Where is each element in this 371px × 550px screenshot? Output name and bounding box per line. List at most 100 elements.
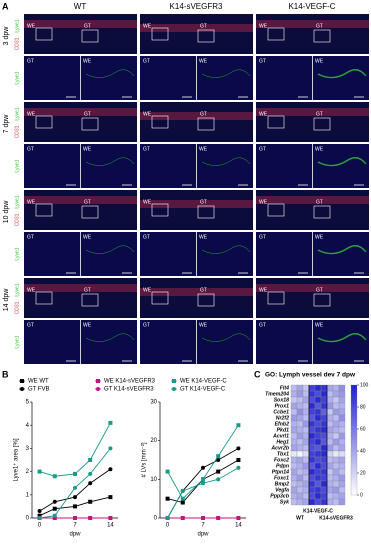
heatmap-cell [302,426,310,434]
region-box [151,115,169,129]
data-point [216,516,221,520]
data-point [216,469,221,474]
region-box [151,203,169,217]
colorbar-tick-label: 100 [360,382,369,388]
region-label: WE [259,111,268,117]
heatmap-cell [302,456,310,464]
x-tick-label: 14 [235,523,242,529]
heatmap-cell [332,390,340,398]
panel-label: B [2,369,9,379]
data-point [88,471,93,476]
heatmap-cell [308,408,316,416]
micrograph [256,14,369,54]
heatmap-cell [308,462,316,470]
region-box [313,293,331,307]
data-point [52,506,57,511]
heatmap-cell [308,390,316,398]
heatmap-cell [302,390,310,398]
heatmap-cell [320,396,328,404]
colorbar-tick-label: 60 [360,426,366,432]
data-point [236,458,241,462]
channel-label: Lyve1 [14,247,20,260]
heatmap-cell [296,450,304,458]
y-tick-label: 1 [26,492,30,498]
data-point [236,423,241,428]
data-point [180,496,185,501]
region-label: WE [27,23,36,29]
heatmap-cell [326,474,334,482]
heatmap-cell [326,402,334,410]
x-tick-label: 0 [38,523,42,529]
micrograph [140,14,253,54]
heatmap-cell [290,438,298,446]
colorbar-tick-label: 0 [360,492,363,498]
heatmap-cell [326,396,334,404]
heatmap-cell [332,408,340,416]
y-tick-label: 5 [26,400,30,406]
heatmap-cell [308,432,316,440]
heatmap-cell [314,492,322,500]
data-point [73,495,77,500]
row-label: Pdpn [276,463,289,469]
heatmap-cell [338,402,346,410]
region-label: WE [315,58,324,64]
y-tick-label: 20 [150,438,157,444]
heatmap-cell [326,498,334,506]
series-line [39,422,111,477]
group-label: K14-VEGF-C [303,508,333,514]
heatmap-cell [338,414,346,422]
heatmap-cell [326,426,334,434]
heatmap-cell [296,438,304,446]
heatmap-cell [314,438,322,446]
row-label: Efnb2 [275,421,290,427]
heatmap-cell [326,450,334,458]
heatmap-cell [332,468,340,476]
region-box [151,27,169,41]
region-box [197,117,215,131]
channel-label: Lyve1 [14,71,20,84]
region-label: WE [315,146,324,152]
region-box [313,29,331,43]
heatmap-cell [326,462,334,470]
series-line [167,424,239,500]
heatmap-cell [302,420,310,428]
heatmap-cell [338,480,346,488]
heatmap-cell [332,456,340,464]
heatmap-cell [314,420,322,428]
data-point [180,516,185,520]
row-label: Ptpn14 [272,469,289,475]
heatmap-cell [296,480,304,488]
region-label: WE [83,234,92,240]
heatmap-cell [326,438,334,446]
vessel [85,333,135,342]
heatmap-cell [302,414,310,422]
tissue-band [256,284,369,292]
heatmap-cell [338,390,346,398]
heatmap-cell [320,390,328,398]
colorbar-tick-label: 20 [360,470,366,476]
data-point [165,469,170,474]
region-label: GT [27,322,34,328]
heatmap-cell [320,426,328,434]
heatmap-cell [308,450,316,458]
heatmap-cell [302,402,310,410]
heatmap-cell [290,396,298,404]
data-point [52,474,57,479]
heatmap-cell [338,474,346,482]
heatmap-cell [332,426,340,434]
legend-label: GT K14-sVEGFR3 [104,387,154,393]
heatmap-cell [308,414,316,422]
region-label: WE [27,111,36,117]
heatmap-cell [308,438,316,446]
row-label: Ccbe1 [273,409,289,415]
heatmap-cell [290,402,298,410]
heatmap-cell [314,396,322,404]
region-label: GT [143,322,150,328]
data-point [108,467,113,472]
region-label: GT [316,199,323,205]
heatmap-cell [302,438,310,446]
region-label: GT [259,146,266,152]
region-box [197,293,215,307]
heatmap-cell [302,492,310,500]
heatmap-cell [314,402,322,410]
